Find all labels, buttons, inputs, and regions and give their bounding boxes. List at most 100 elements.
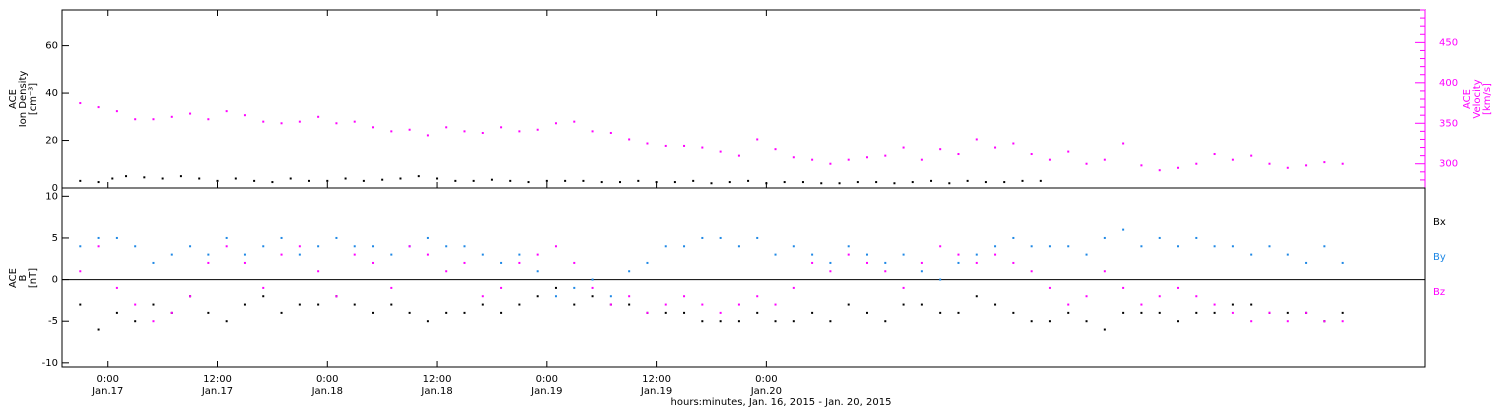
x-tick-date: Jan.19 (530, 386, 562, 397)
by-point (994, 245, 997, 248)
bx-point (774, 320, 777, 323)
density-point (930, 179, 933, 182)
density-point (838, 182, 841, 185)
bz-point (1030, 270, 1033, 273)
bx-point (902, 303, 905, 306)
velocity-point (994, 146, 997, 149)
bx-point (463, 311, 466, 314)
bx-point (1030, 320, 1033, 323)
bx-point (97, 328, 100, 331)
by-point (1030, 245, 1033, 248)
velocity-point (1213, 153, 1216, 156)
x-tick-time: 0:00 (536, 374, 558, 385)
by-point (317, 245, 320, 248)
bottom-tick-label: -5 (48, 316, 58, 327)
bz-point (317, 270, 320, 273)
velocity-point (1067, 150, 1070, 153)
density-point (216, 179, 219, 182)
by-point (554, 295, 557, 298)
density-point (417, 175, 420, 178)
velocity-point (353, 120, 356, 123)
velocity-point (683, 144, 686, 147)
by-point (1012, 236, 1015, 239)
bx-point (719, 320, 722, 323)
bz-point (792, 286, 795, 289)
bz-point (920, 261, 923, 264)
density-point (728, 181, 731, 184)
bottom-axis-label: ACE (8, 268, 19, 288)
by-point (1085, 253, 1088, 256)
velocity-point (372, 126, 375, 129)
velocity-point (847, 158, 850, 161)
velocity-point (792, 156, 795, 159)
velocity-point (884, 154, 887, 157)
bz-point (1067, 303, 1070, 306)
by-point (243, 253, 246, 256)
velocity-point (1122, 142, 1125, 145)
top-left-tick-label: 20 (45, 136, 58, 147)
by-point (1213, 245, 1216, 248)
velocity-point (1250, 154, 1253, 157)
velocity-point (591, 130, 594, 133)
bx-point (225, 320, 228, 323)
by-point (463, 245, 466, 248)
velocity-point (939, 148, 942, 151)
bx-point (1195, 311, 1198, 314)
bx-point (390, 303, 393, 306)
bx-point (1341, 311, 1344, 314)
density-point (472, 179, 475, 182)
velocity-point (664, 144, 667, 147)
density-point (1039, 179, 1042, 182)
density-point (490, 178, 493, 181)
x-tick-date: Jan.17 (201, 386, 233, 397)
bottom-axis-label: B (18, 274, 29, 281)
bz-point (1231, 311, 1234, 314)
by-point (207, 253, 210, 256)
velocity-point (920, 158, 923, 161)
bz-point (170, 311, 173, 314)
bx-point (1231, 303, 1234, 306)
bx-point (829, 320, 832, 323)
top-left-axis-label: [cm⁻³] (28, 83, 39, 115)
top-right-tick-label: 400 (1439, 78, 1458, 89)
velocity-point (1085, 162, 1088, 165)
bx-point (920, 303, 923, 306)
legend-by: By (1433, 252, 1446, 263)
bx-point (408, 311, 411, 314)
by-point (115, 236, 118, 239)
bottom-panel-frame (61, 187, 1426, 368)
bx-point (975, 295, 978, 298)
density-point (692, 179, 695, 182)
bz-point (1195, 295, 1198, 298)
velocity-point (317, 115, 320, 118)
bx-point (426, 320, 429, 323)
by-point (591, 278, 594, 281)
bz-point (994, 253, 997, 256)
bx-point (481, 303, 484, 306)
bz-point (829, 270, 832, 273)
bz-point (628, 295, 631, 298)
bz-point (280, 253, 283, 256)
velocity-point (1012, 142, 1015, 145)
by-point (335, 236, 338, 239)
bz-point (646, 311, 649, 314)
bz-point (865, 261, 868, 264)
bx-point (115, 311, 118, 314)
bx-point (1122, 311, 1125, 314)
bz-point (1012, 261, 1015, 264)
by-point (1158, 236, 1161, 239)
velocity-point (152, 118, 155, 121)
by-point (353, 245, 356, 248)
bottom-panel: -10 -5 0 5 10 ACE B [nT] Bx By Bz (8, 187, 1446, 369)
velocity-point (225, 110, 228, 113)
x-tick-time: 0:00 (316, 374, 338, 385)
bz-point (902, 286, 905, 289)
bz-point (390, 286, 393, 289)
velocity-point (1103, 158, 1106, 161)
density-point (179, 175, 182, 178)
bottom-axis-label: [nT] (28, 268, 39, 288)
by-point (975, 253, 978, 256)
bx-point (554, 286, 557, 289)
velocity-point (134, 118, 137, 121)
